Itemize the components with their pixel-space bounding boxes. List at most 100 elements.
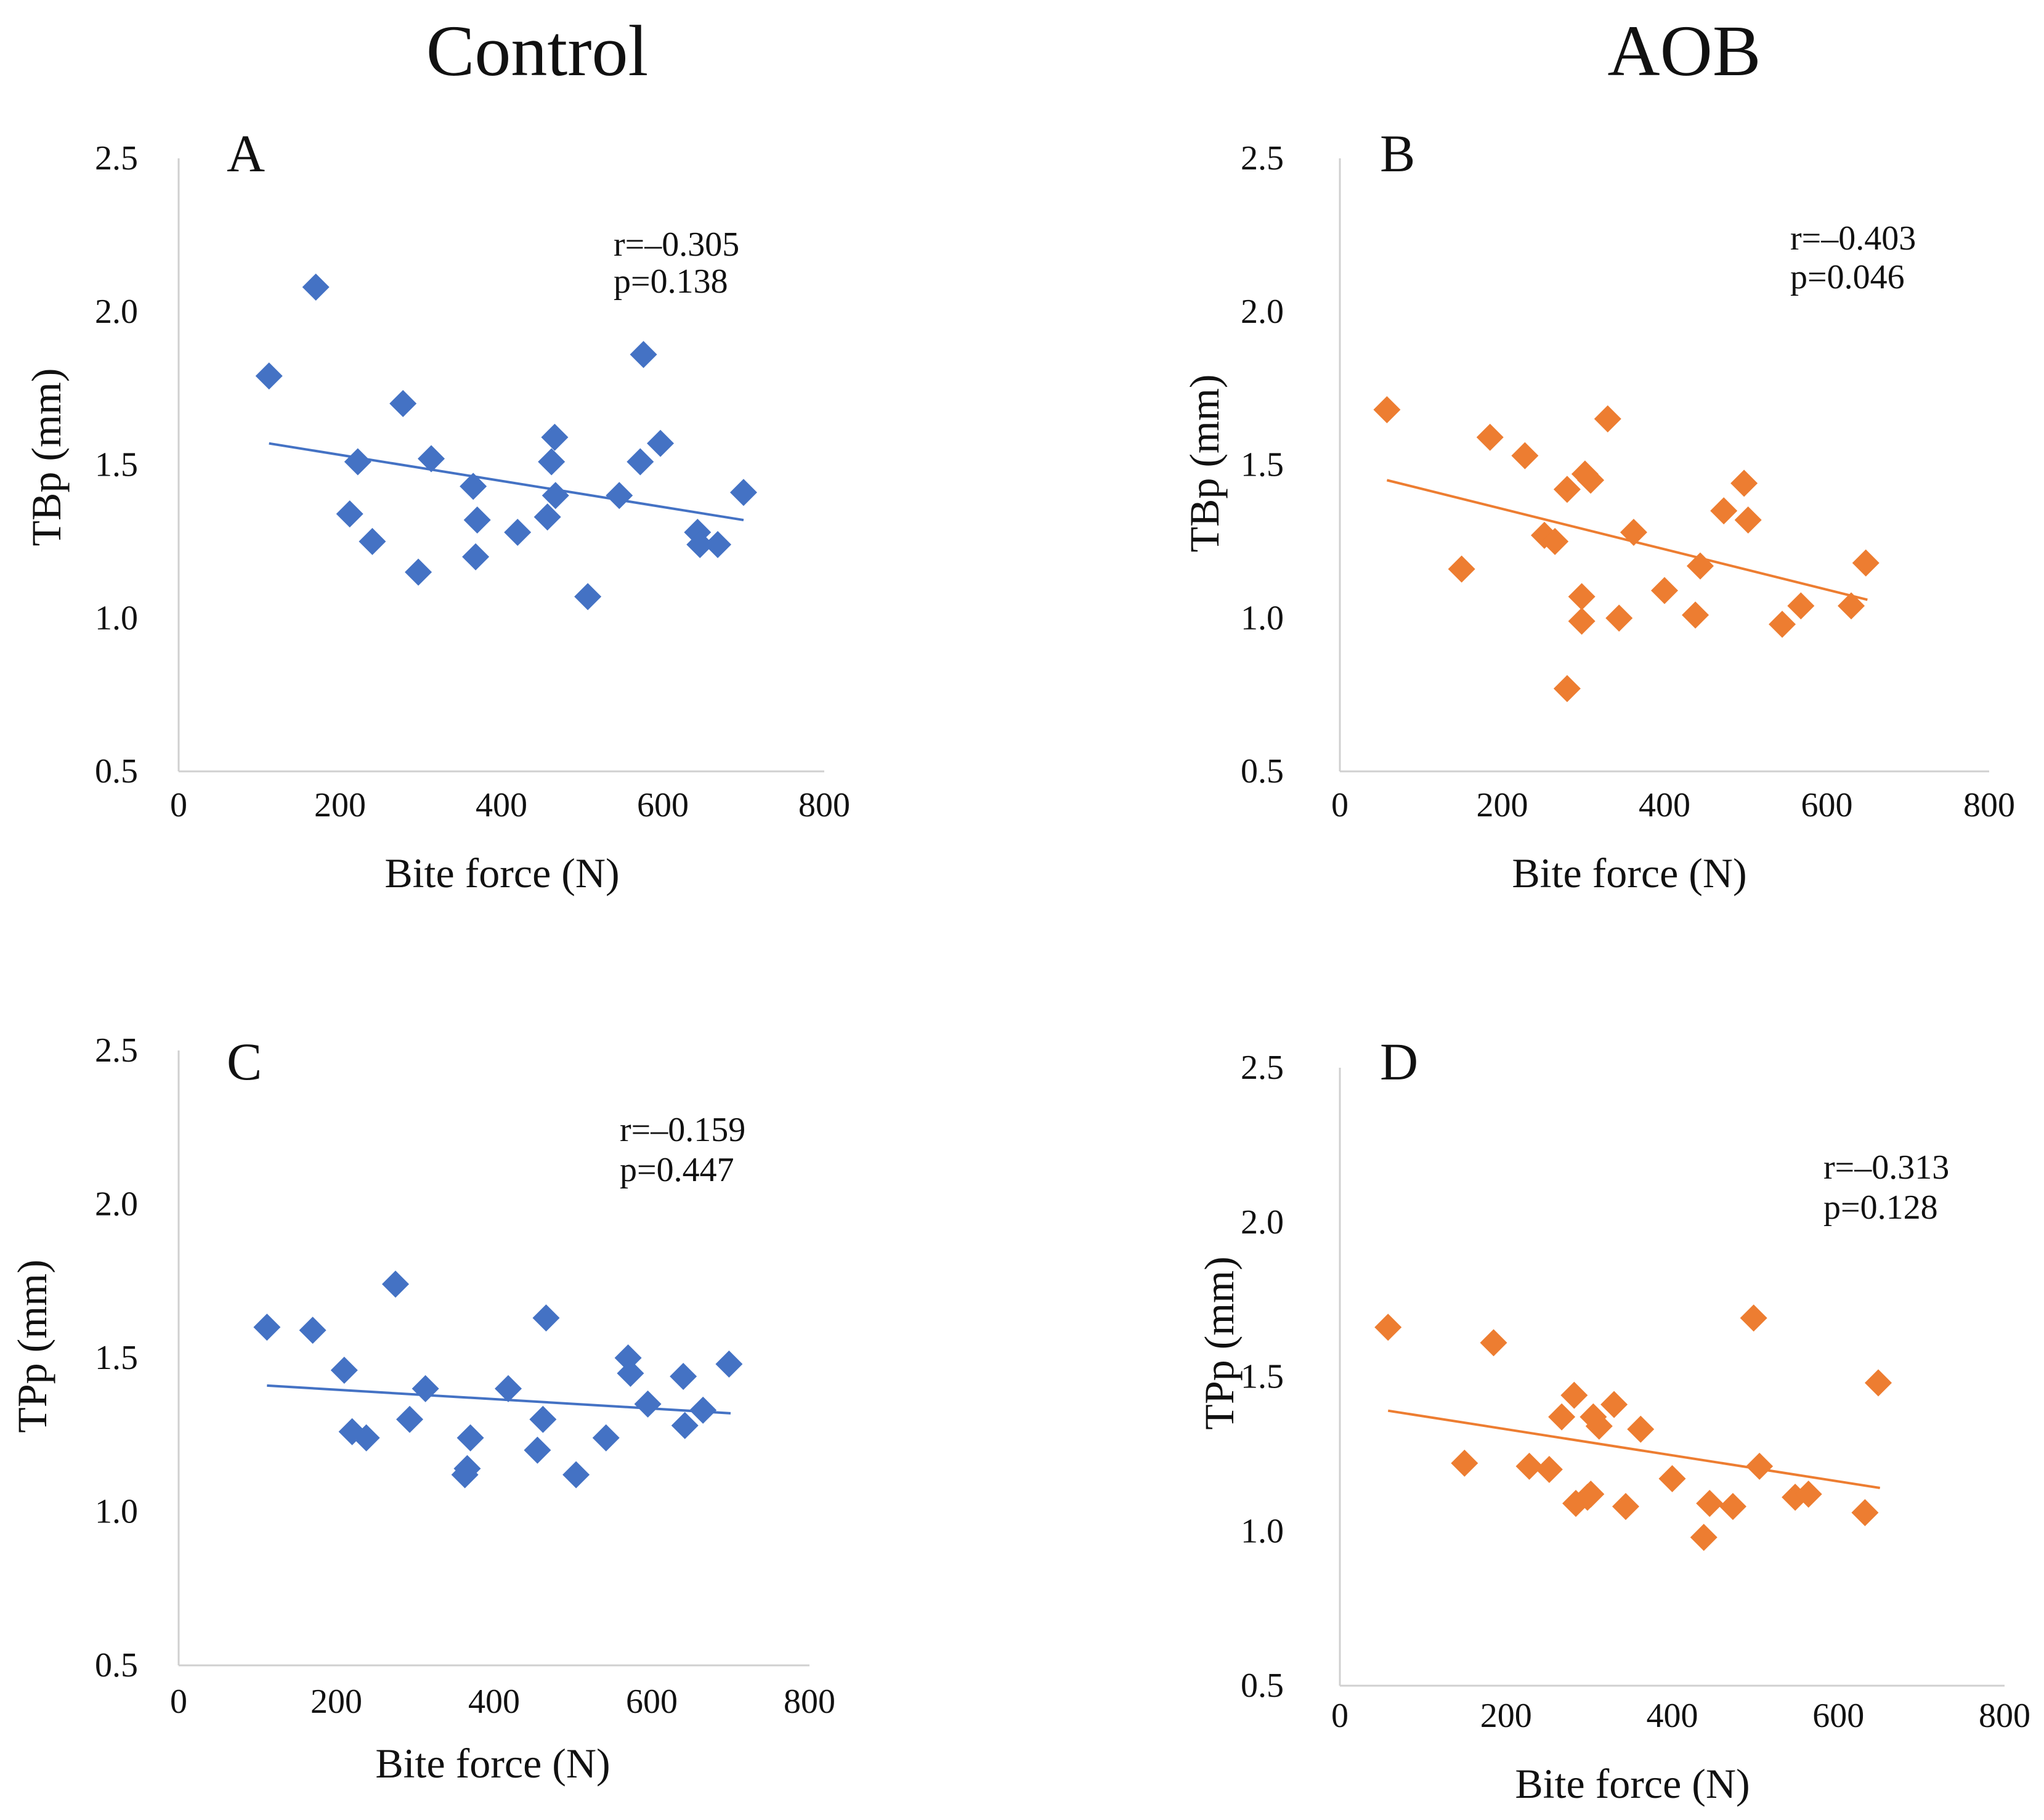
stat-p: p=0.128	[1823, 1188, 1938, 1227]
x-tick-label: 600	[626, 1683, 678, 1721]
data-point	[1696, 1490, 1724, 1517]
data-point	[627, 448, 654, 476]
data-point	[463, 506, 491, 534]
data-point	[541, 482, 569, 510]
data-point	[1769, 611, 1796, 638]
data-point	[1568, 607, 1596, 635]
data-point	[1374, 1314, 1402, 1341]
x-tick-label: 200	[314, 786, 366, 824]
stat-r: r=–0.403	[1790, 219, 1916, 258]
data-point	[299, 1317, 326, 1344]
x-axis-label: Bite force (N)	[375, 1740, 610, 1787]
x-tick-label: 800	[1963, 786, 2015, 824]
data-point	[389, 390, 417, 417]
data-point	[1600, 1391, 1628, 1418]
y-tick-label: 0.5	[1241, 1667, 1284, 1705]
data-point	[689, 1396, 717, 1424]
x-tick-label: 600	[1812, 1697, 1864, 1735]
x-tick-label: 800	[1979, 1697, 2030, 1735]
data-point	[1658, 1465, 1686, 1492]
data-point	[647, 429, 675, 457]
x-axis-label: Bite force (N)	[1515, 1760, 1750, 1807]
data-point	[1746, 1452, 1774, 1480]
x-axis-label: Bite force (N)	[384, 850, 619, 896]
panel-letter: C	[227, 1032, 262, 1091]
data-point	[1682, 601, 1709, 629]
y-tick-label: 0.5	[95, 752, 138, 790]
data-point	[1851, 1499, 1879, 1527]
data-point	[504, 518, 532, 546]
data-point	[1560, 1381, 1588, 1409]
data-point	[396, 1405, 424, 1433]
trendline	[1387, 1409, 1880, 1490]
data-point	[1605, 604, 1633, 632]
data-point	[1480, 1329, 1507, 1357]
x-tick-label: 200	[1477, 786, 1528, 824]
data-point	[1511, 442, 1539, 469]
y-tick-label: 0.5	[95, 1646, 138, 1684]
y-tick-label: 1.0	[95, 599, 138, 637]
y-tick-label: 2.0	[95, 293, 138, 331]
data-point	[1476, 423, 1504, 451]
data-point	[302, 273, 330, 301]
data-point	[1577, 466, 1605, 494]
data-point	[1787, 592, 1815, 620]
y-tick-label: 2.5	[95, 139, 138, 177]
axes: 0 200 400 600 800 0.5 1.0 1.5 2.0 2.5	[1241, 1049, 2030, 1735]
axes: 0 200 400 600 800 0.5 1.0 1.5 2.0 2.5	[95, 139, 850, 824]
y-tick-label: 0.5	[1241, 752, 1284, 790]
data-point	[1864, 1369, 1892, 1397]
data-point	[671, 1412, 699, 1439]
y-axis-label: TBp (mm)	[1181, 375, 1228, 553]
data-point	[1852, 549, 1880, 577]
stat-r: r=–0.313	[1823, 1148, 1949, 1187]
data-point	[1612, 1493, 1639, 1521]
data-point	[255, 362, 283, 390]
y-tick-label: 2.5	[95, 1031, 138, 1070]
data-point	[1740, 1304, 1767, 1332]
data-point	[1373, 396, 1401, 423]
panel-letter: B	[1380, 124, 1415, 183]
axes: 0 200 400 600 800 0.5 1.0 1.5 2.0 2.5	[1241, 139, 2015, 824]
data-point	[1838, 592, 1865, 620]
data-point	[1795, 1481, 1822, 1508]
data-point	[541, 423, 569, 451]
trendline-group	[269, 442, 744, 522]
x-tick-label: 0	[170, 786, 187, 824]
y-axis-label: TPp (mm)	[9, 1259, 55, 1432]
axes: 0 200 400 600 800 0.5 1.0 1.5 2.0 2.5	[95, 1031, 835, 1721]
data-points	[1373, 396, 1880, 702]
data-point	[562, 1461, 590, 1489]
y-axis-label: TPp (mm)	[1196, 1256, 1243, 1429]
y-tick-label: 2.5	[1241, 1049, 1284, 1087]
data-point	[1710, 497, 1738, 525]
data-point	[1515, 1452, 1543, 1480]
data-point	[1620, 518, 1647, 546]
y-axis-label: TBp (mm)	[23, 368, 70, 546]
data-point	[462, 543, 490, 571]
data-point	[330, 1356, 358, 1384]
trendline	[269, 442, 744, 522]
data-point	[336, 500, 363, 528]
y-tick-label: 1.5	[1241, 1358, 1284, 1396]
y-tick-label: 1.5	[95, 1339, 138, 1377]
stat-p: p=0.447	[620, 1151, 734, 1189]
y-tick-label: 1.5	[95, 446, 138, 484]
y-tick-label: 1.5	[1241, 446, 1284, 484]
data-point	[344, 448, 371, 476]
stat-p: p=0.046	[1790, 258, 1905, 296]
data-point	[574, 583, 602, 611]
data-point	[1548, 1403, 1576, 1431]
x-tick-label: 200	[310, 1683, 362, 1721]
y-tick-label: 1.0	[95, 1493, 138, 1531]
x-tick-label: 400	[468, 1683, 520, 1721]
column-title-aob: AOB	[1607, 10, 1761, 91]
data-point	[1553, 675, 1581, 702]
data-point	[1585, 1412, 1613, 1440]
data-point	[1541, 527, 1569, 555]
x-tick-label: 400	[1639, 786, 1690, 824]
data-points	[255, 273, 757, 611]
